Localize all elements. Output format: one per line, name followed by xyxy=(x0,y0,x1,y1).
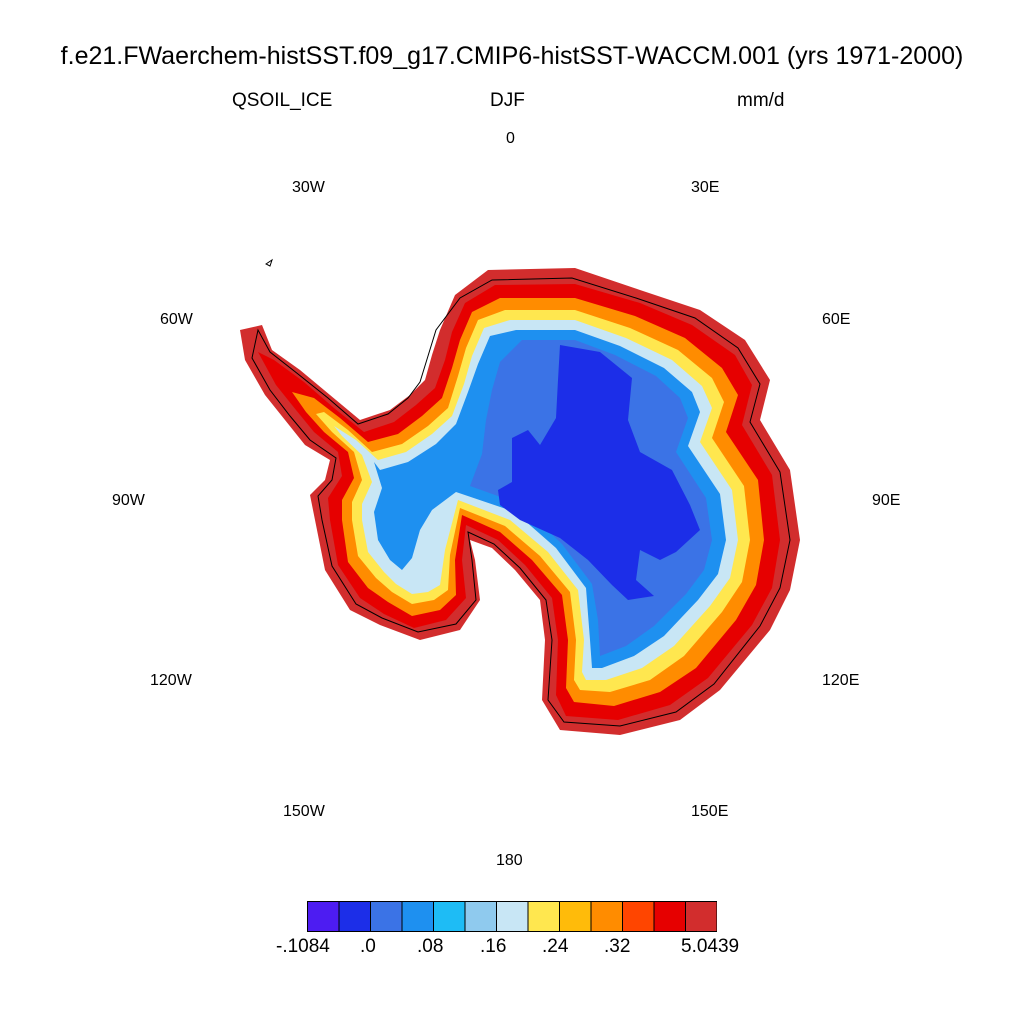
lon-label-180: 180 xyxy=(496,852,523,869)
colorbar-swatch xyxy=(307,901,340,932)
season-label: DJF xyxy=(490,90,525,111)
colorbar-swatch xyxy=(370,901,403,932)
colorbar-label-032: .32 xyxy=(604,936,631,957)
coastline xyxy=(251,277,791,727)
lon-label-150w: 150W xyxy=(283,803,325,820)
variable-label: QSOIL_ICE xyxy=(232,90,333,111)
colorbar-swatch xyxy=(685,901,717,932)
colorbar-swatch xyxy=(590,901,623,932)
lon-label-30w: 30W xyxy=(292,179,325,196)
colorbar-swatch xyxy=(433,901,466,932)
colorbar-label-max: 5.0439 xyxy=(681,936,740,957)
colorbar-swatch xyxy=(401,901,434,932)
colorbar-swatch xyxy=(559,901,592,932)
colorbar-swatch xyxy=(527,901,560,932)
colorbar-label-008: .08 xyxy=(417,936,444,957)
plot-title: f.e21.FWaerchem-histSST.f09_g17.CMIP6-hi… xyxy=(60,42,964,70)
lon-label-120e: 120E xyxy=(822,672,860,689)
lon-label-30e: 30E xyxy=(691,179,720,196)
colorbar-swatch xyxy=(622,901,655,932)
lon-label-90w: 90W xyxy=(112,492,145,509)
lon-label-90e: 90E xyxy=(872,492,901,509)
colorbar xyxy=(307,901,717,932)
lon-label-120w: 120W xyxy=(150,672,192,689)
interior-deep-blue xyxy=(498,345,700,600)
lon-label-0: 0 xyxy=(506,130,515,147)
lon-label-60w: 60W xyxy=(160,311,193,328)
island-outline xyxy=(265,258,273,267)
colorbar-label-0: .0 xyxy=(360,936,376,957)
colorbar-label-016: .16 xyxy=(480,936,507,957)
colorbar-swatch xyxy=(653,901,686,932)
lon-label-150e: 150E xyxy=(691,803,729,820)
lon-label-60e: 60E xyxy=(822,311,851,328)
colorbar-label-min: -.1084 xyxy=(276,936,330,957)
colorbar-swatch xyxy=(338,901,371,932)
colorbar-label-024: .24 xyxy=(542,936,569,957)
colorbar-swatch xyxy=(496,901,529,932)
units-label: mm/d xyxy=(737,90,785,111)
colorbar-swatch xyxy=(464,901,497,932)
